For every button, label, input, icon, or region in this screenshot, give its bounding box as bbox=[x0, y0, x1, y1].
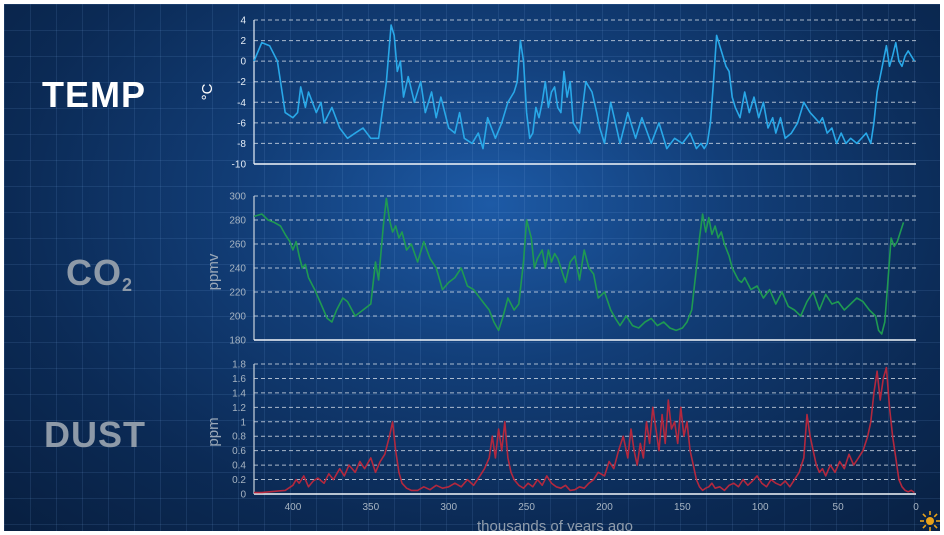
dust-ytick-label: 0.2 bbox=[232, 475, 246, 486]
x-tick-label: 50 bbox=[833, 502, 845, 513]
dust-ytick-label: 1 bbox=[240, 417, 246, 428]
temp-ytick-label: 0 bbox=[240, 57, 246, 68]
temp-y-axis-label: °C bbox=[199, 83, 216, 100]
sun-icon-ray bbox=[933, 513, 938, 518]
sun-icon-ray bbox=[922, 513, 927, 518]
temp-ytick-label: -10 bbox=[232, 160, 247, 171]
x-tick-label: 150 bbox=[674, 502, 691, 513]
sun-icon-ray bbox=[933, 524, 938, 529]
x-tick-label: 400 bbox=[285, 502, 302, 513]
co2-ytick-label: 220 bbox=[229, 288, 246, 299]
dust-series-line bbox=[254, 366, 915, 494]
x-tick-label: 0 bbox=[913, 502, 919, 513]
panel-label-co2: CO2 bbox=[66, 252, 133, 296]
dust-ytick-label: 1.6 bbox=[232, 374, 246, 385]
x-tick-label: 250 bbox=[518, 502, 535, 513]
co2-ytick-label: 240 bbox=[229, 264, 246, 275]
temp-ytick-label: -8 bbox=[237, 139, 246, 150]
x-tick-label: 300 bbox=[440, 502, 457, 513]
co2-ytick-label: 180 bbox=[229, 336, 246, 347]
co2-y-axis-label: ppmv bbox=[205, 253, 222, 290]
sun-icon-ray bbox=[922, 524, 927, 529]
co2-label-subscript: 2 bbox=[122, 275, 134, 295]
co2-ytick-label: 280 bbox=[229, 216, 246, 227]
temp-ytick-label: -2 bbox=[237, 77, 246, 88]
dust-ytick-label: 1.4 bbox=[232, 388, 246, 399]
sun-icon bbox=[926, 517, 934, 525]
x-tick-label: 100 bbox=[752, 502, 769, 513]
dust-ytick-label: 1.2 bbox=[232, 403, 246, 414]
dust-ytick-label: 0.4 bbox=[232, 461, 246, 472]
temp-ytick-label: -4 bbox=[237, 98, 246, 109]
temp-ytick-label: 4 bbox=[240, 16, 246, 27]
chart-svg: 4 2 0 -2 -4 -6 -8 -10 °C 300 280 260 240 220 200 180 ppm… bbox=[199, 16, 940, 531]
chart-stage: TEMP CO2 DUST 4 2 0 -2 -4 -6 -8 -10 °C 300 280 260 2… bbox=[4, 4, 940, 531]
panel-label-dust: DUST bbox=[44, 414, 146, 455]
dust-ytick-label: 1.8 bbox=[232, 360, 246, 371]
co2-label-main: CO bbox=[66, 252, 122, 293]
panel-label-temp: TEMP bbox=[42, 74, 147, 115]
temp-ytick-label: 2 bbox=[240, 36, 246, 47]
x-tick-label: 350 bbox=[362, 502, 379, 513]
dust-y-axis-label: ppm bbox=[205, 417, 222, 446]
co2-ytick-label: 200 bbox=[229, 312, 246, 323]
co2-ytick-label: 300 bbox=[229, 192, 246, 203]
dust-ytick-label: 0 bbox=[240, 490, 246, 501]
co2-ytick-label: 260 bbox=[229, 240, 246, 251]
dust-ytick-label: 0.6 bbox=[232, 446, 246, 457]
x-axis-label: thousands of years ago bbox=[477, 518, 633, 531]
temp-ytick-label: -6 bbox=[237, 118, 246, 129]
dust-ytick-label: 0.8 bbox=[232, 432, 246, 443]
x-tick-label: 200 bbox=[596, 502, 613, 513]
temp-series-line bbox=[253, 24, 916, 150]
co2-series-line bbox=[253, 197, 905, 335]
